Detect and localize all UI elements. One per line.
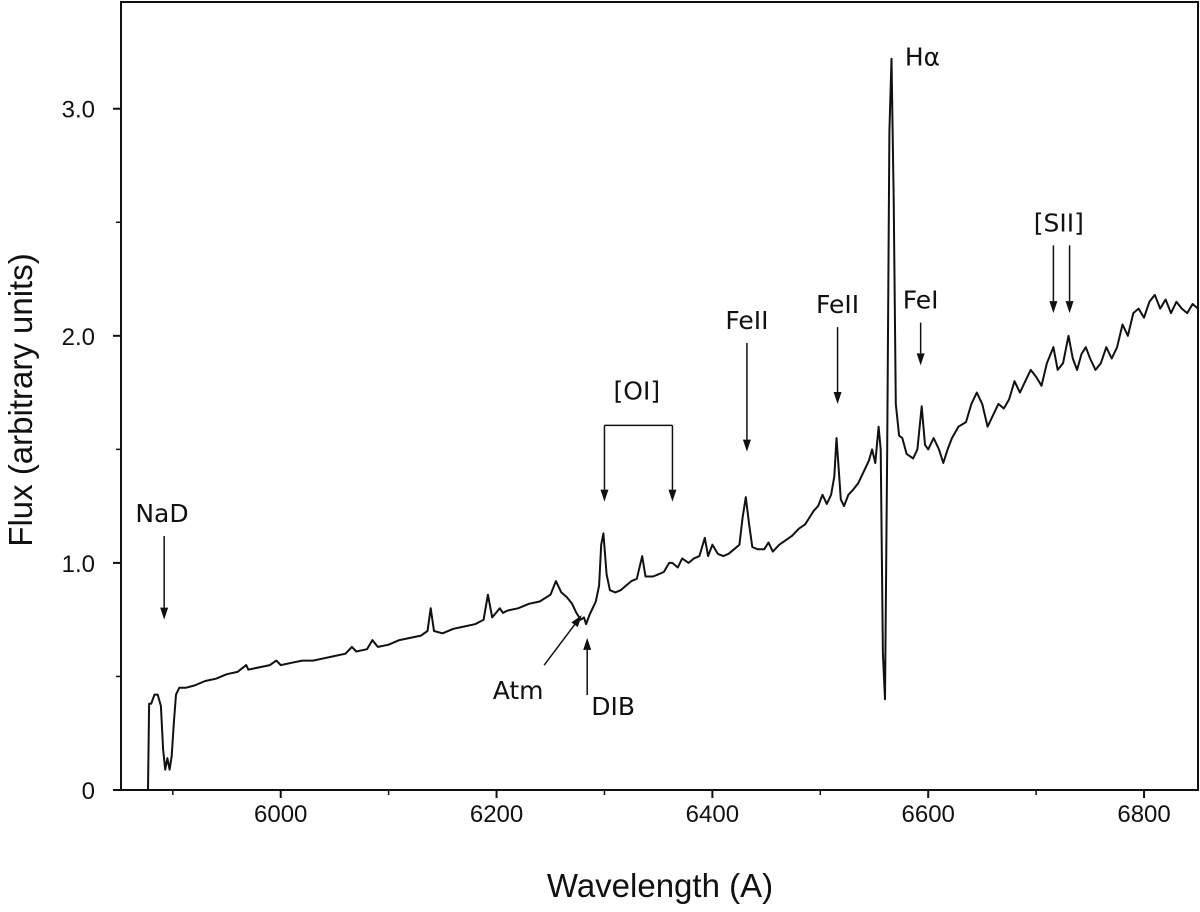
x-tick-label: 6600	[902, 801, 955, 828]
y-axis-ticks: 0 1.0 2.0 3.0	[62, 97, 121, 805]
annotation-3-arrow	[833, 327, 842, 404]
annotation-0-arrow	[160, 536, 169, 620]
annotation-1-arrow-0	[600, 425, 609, 502]
x-tick-label: 6800	[1117, 801, 1170, 828]
annotation-1-arrow-1	[668, 425, 677, 502]
x-tick-label: 6000	[254, 801, 307, 828]
annotation-3-label: FeII	[816, 290, 859, 319]
annotation-5-label: FeI	[903, 286, 939, 315]
annotation-0-label: NaD	[135, 499, 188, 528]
series-line-0	[147, 57, 1199, 791]
annotation-4-label: Hα	[905, 42, 940, 71]
x-axis-ticks: 6000 6200 6400 6600 6800	[172, 790, 1171, 828]
annotation-layer: NaD [OI] FeII FeII Hα FeI [SII] Atm DIB	[135, 42, 1083, 721]
x-axis-label: Wavelength (A)	[547, 867, 773, 904]
annotation-7-label: Atm	[493, 676, 544, 705]
annotation-6-arrow-1	[1065, 245, 1074, 314]
y-tick-label: 1.0	[62, 551, 95, 578]
series-layer	[147, 57, 1199, 791]
annotation-7-arrow	[543, 615, 582, 666]
y-axis-label: Flux (arbitrary units)	[2, 253, 39, 546]
plot-frame	[120, 1, 1199, 791]
x-tick-label: 6400	[686, 801, 739, 828]
annotation-6-arrow-0	[1049, 245, 1058, 314]
annotation-8-arrow	[583, 637, 592, 696]
x-tick-label: 6200	[470, 801, 523, 828]
annotation-2-label: FeII	[725, 306, 768, 335]
y-tick-label: 3.0	[62, 97, 95, 124]
annotation-8-label: DIB	[591, 692, 635, 721]
annotation-1-label: [OI]	[614, 376, 661, 405]
annotation-2-arrow	[742, 343, 751, 452]
y-tick-label: 0	[82, 778, 95, 805]
y-tick-label: 2.0	[62, 324, 95, 351]
annotation-6-label: [SII]	[1034, 208, 1084, 237]
annotation-5-arrow	[916, 322, 925, 366]
